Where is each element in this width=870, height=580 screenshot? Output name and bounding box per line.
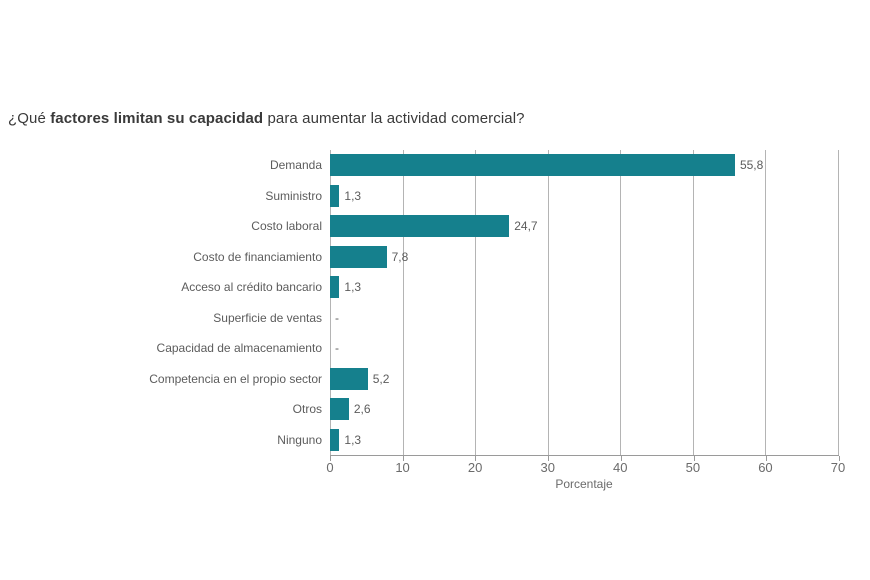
bar bbox=[330, 398, 349, 421]
chart-row: Demanda 55,8 bbox=[0, 150, 838, 181]
gridline bbox=[620, 150, 622, 455]
value-label: - bbox=[335, 310, 339, 325]
gridline bbox=[838, 150, 839, 455]
axis-tick-label: 50 bbox=[685, 460, 701, 475]
axis-tick-label: 20 bbox=[467, 460, 483, 475]
category-label: Demanda bbox=[269, 158, 322, 173]
gridline bbox=[765, 150, 767, 455]
bar bbox=[330, 215, 510, 238]
axis-tick-label: 70 bbox=[830, 460, 846, 475]
row-plot: 55,8 bbox=[330, 150, 838, 181]
x-axis-label: Porcentaje bbox=[555, 477, 613, 491]
category-label: Superficie de ventas bbox=[213, 310, 322, 325]
gridlines bbox=[330, 150, 839, 455]
gridline bbox=[330, 150, 331, 455]
value-label: 2,6 bbox=[353, 402, 371, 417]
axis-tick bbox=[548, 456, 550, 461]
axis-tick-label: 40 bbox=[613, 460, 628, 475]
axis-tick-label: 60 bbox=[758, 460, 773, 475]
row-plot: - bbox=[330, 303, 838, 334]
category-label: Costo de financiamiento bbox=[193, 249, 322, 264]
title-prefix: ¿Qué bbox=[8, 110, 51, 127]
value-label: 55,8 bbox=[739, 158, 764, 173]
row-plot: 5,2 bbox=[330, 364, 838, 395]
row-plot: 24,7 bbox=[330, 211, 838, 242]
axis-tick-label: 10 bbox=[395, 460, 410, 475]
chart-row: Costo de financiamiento 7,8 bbox=[0, 242, 838, 273]
axis-tick bbox=[402, 456, 404, 461]
chart-row: Otros 2,6 bbox=[0, 394, 838, 425]
row-plot: 2,6 bbox=[330, 394, 838, 425]
gridline bbox=[692, 150, 694, 455]
row-plot: 1,3 bbox=[330, 181, 838, 212]
category-label: Otros bbox=[292, 402, 322, 417]
axis-tick bbox=[766, 456, 768, 461]
row-plot: - bbox=[330, 333, 838, 364]
gridline bbox=[402, 150, 404, 455]
bar bbox=[330, 245, 387, 268]
category-label: Acceso al crédito bancario bbox=[181, 280, 322, 295]
bar bbox=[330, 184, 340, 207]
chart-row: Suministro 1,3 bbox=[0, 181, 838, 212]
category-label: Competencia en el propio sector bbox=[149, 371, 322, 386]
value-label: 1,3 bbox=[344, 432, 362, 447]
value-label: 1,3 bbox=[344, 280, 362, 295]
gridline bbox=[547, 150, 549, 455]
x-axis-tick-labels: 0 10 20 30 40 50 60 70 bbox=[326, 460, 845, 476]
bar bbox=[330, 154, 735, 177]
row-plot: 1,3 bbox=[330, 425, 838, 456]
title-bold: factores limitan su capacidad bbox=[50, 110, 264, 127]
axis-tick-label: 30 bbox=[540, 460, 555, 475]
bar bbox=[330, 428, 340, 451]
axis-tick bbox=[330, 456, 331, 461]
category-label: Costo laboral bbox=[251, 219, 322, 234]
axis-tick bbox=[839, 456, 840, 461]
chart-row: Costo laboral 24,7 bbox=[0, 211, 838, 242]
chart-row: Ninguno 1,3 bbox=[0, 425, 838, 456]
axis-tick-label: 0 bbox=[326, 460, 334, 475]
chart-row: Competencia en el propio sector 5,2 bbox=[0, 364, 838, 395]
axis-tick bbox=[475, 456, 477, 461]
chart-row: Capacidad de almacenamiento - bbox=[0, 333, 838, 364]
category-label: Capacidad de almacenamiento bbox=[156, 341, 322, 356]
row-plot: 7,8 bbox=[330, 242, 838, 273]
chart-row: Superficie de ventas - bbox=[0, 303, 838, 334]
gridline bbox=[475, 150, 477, 455]
x-axis-line bbox=[330, 455, 840, 461]
value-label: - bbox=[335, 341, 339, 356]
axis-tick bbox=[620, 456, 622, 461]
row-plot: 1,3 bbox=[330, 272, 838, 303]
category-label: Ninguno bbox=[277, 432, 322, 447]
title-suffix: para aumentar la actividad comercial? bbox=[263, 110, 525, 127]
chart-row: Acceso al crédito bancario 1,3 bbox=[0, 272, 838, 303]
chart-rows: Demanda 55,8 Suministro 1,3 Costo laboral 24,… bbox=[0, 150, 838, 455]
chart-title: ¿Qué factores limitan su capacidad para … bbox=[8, 110, 525, 127]
category-label: Suministro bbox=[265, 188, 322, 203]
bar bbox=[330, 367, 368, 390]
value-label: 5,2 bbox=[372, 371, 390, 386]
axis-tick bbox=[693, 456, 695, 461]
value-label: 7,8 bbox=[391, 249, 409, 264]
value-label: 1,3 bbox=[344, 188, 362, 203]
bar bbox=[330, 276, 340, 299]
value-label: 24,7 bbox=[514, 219, 538, 234]
